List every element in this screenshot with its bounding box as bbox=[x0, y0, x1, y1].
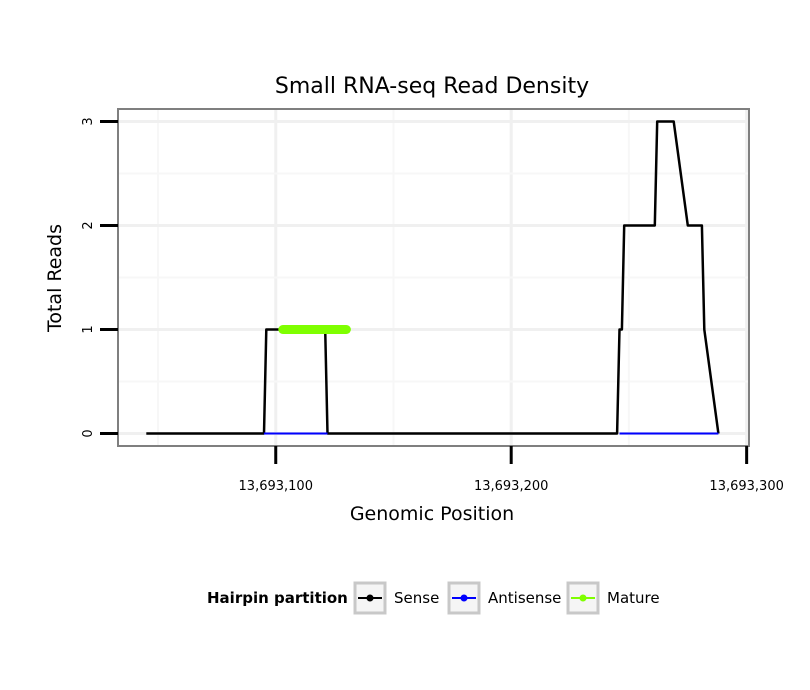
legend-key-point bbox=[366, 594, 374, 602]
legend-label: Sense bbox=[394, 589, 439, 607]
x-axis-title: Genomic Position bbox=[350, 503, 514, 525]
plot-border bbox=[117, 108, 750, 447]
x-tick-label: 13,693,100 bbox=[239, 479, 313, 494]
legend-item-mature: Mature bbox=[566, 581, 660, 615]
legend-item-antisense: Antisense bbox=[447, 581, 561, 615]
y-tick-label: 2 bbox=[81, 221, 96, 229]
y-tick-label: 0 bbox=[81, 429, 96, 437]
series-layer bbox=[146, 120, 720, 435]
legend-key-point bbox=[579, 594, 587, 602]
legend-item-sense: Sense bbox=[353, 581, 439, 615]
x-tick-label: 13,693,200 bbox=[474, 479, 548, 494]
legend: Hairpin partition Sense Antisense Mature bbox=[207, 581, 660, 615]
legend-label: Antisense bbox=[488, 589, 561, 607]
series-sense-line bbox=[146, 120, 720, 435]
y-axis: 0 1 2 3 bbox=[81, 117, 118, 438]
legend-key-box bbox=[447, 581, 481, 615]
y-axis-title: Total Reads bbox=[44, 224, 66, 333]
legend-label: Mature bbox=[607, 589, 660, 607]
legend-key-point bbox=[460, 594, 468, 602]
x-tick-label: 13,693,300 bbox=[709, 479, 783, 494]
legend-title: Hairpin partition bbox=[207, 589, 348, 607]
y-tick-label: 3 bbox=[81, 117, 96, 125]
y-tick-label: 1 bbox=[81, 325, 96, 333]
x-axis: 13,693,100 13,693,200 13,693,300 bbox=[239, 446, 784, 494]
chart-title: Small RNA-seq Read Density bbox=[275, 74, 589, 99]
